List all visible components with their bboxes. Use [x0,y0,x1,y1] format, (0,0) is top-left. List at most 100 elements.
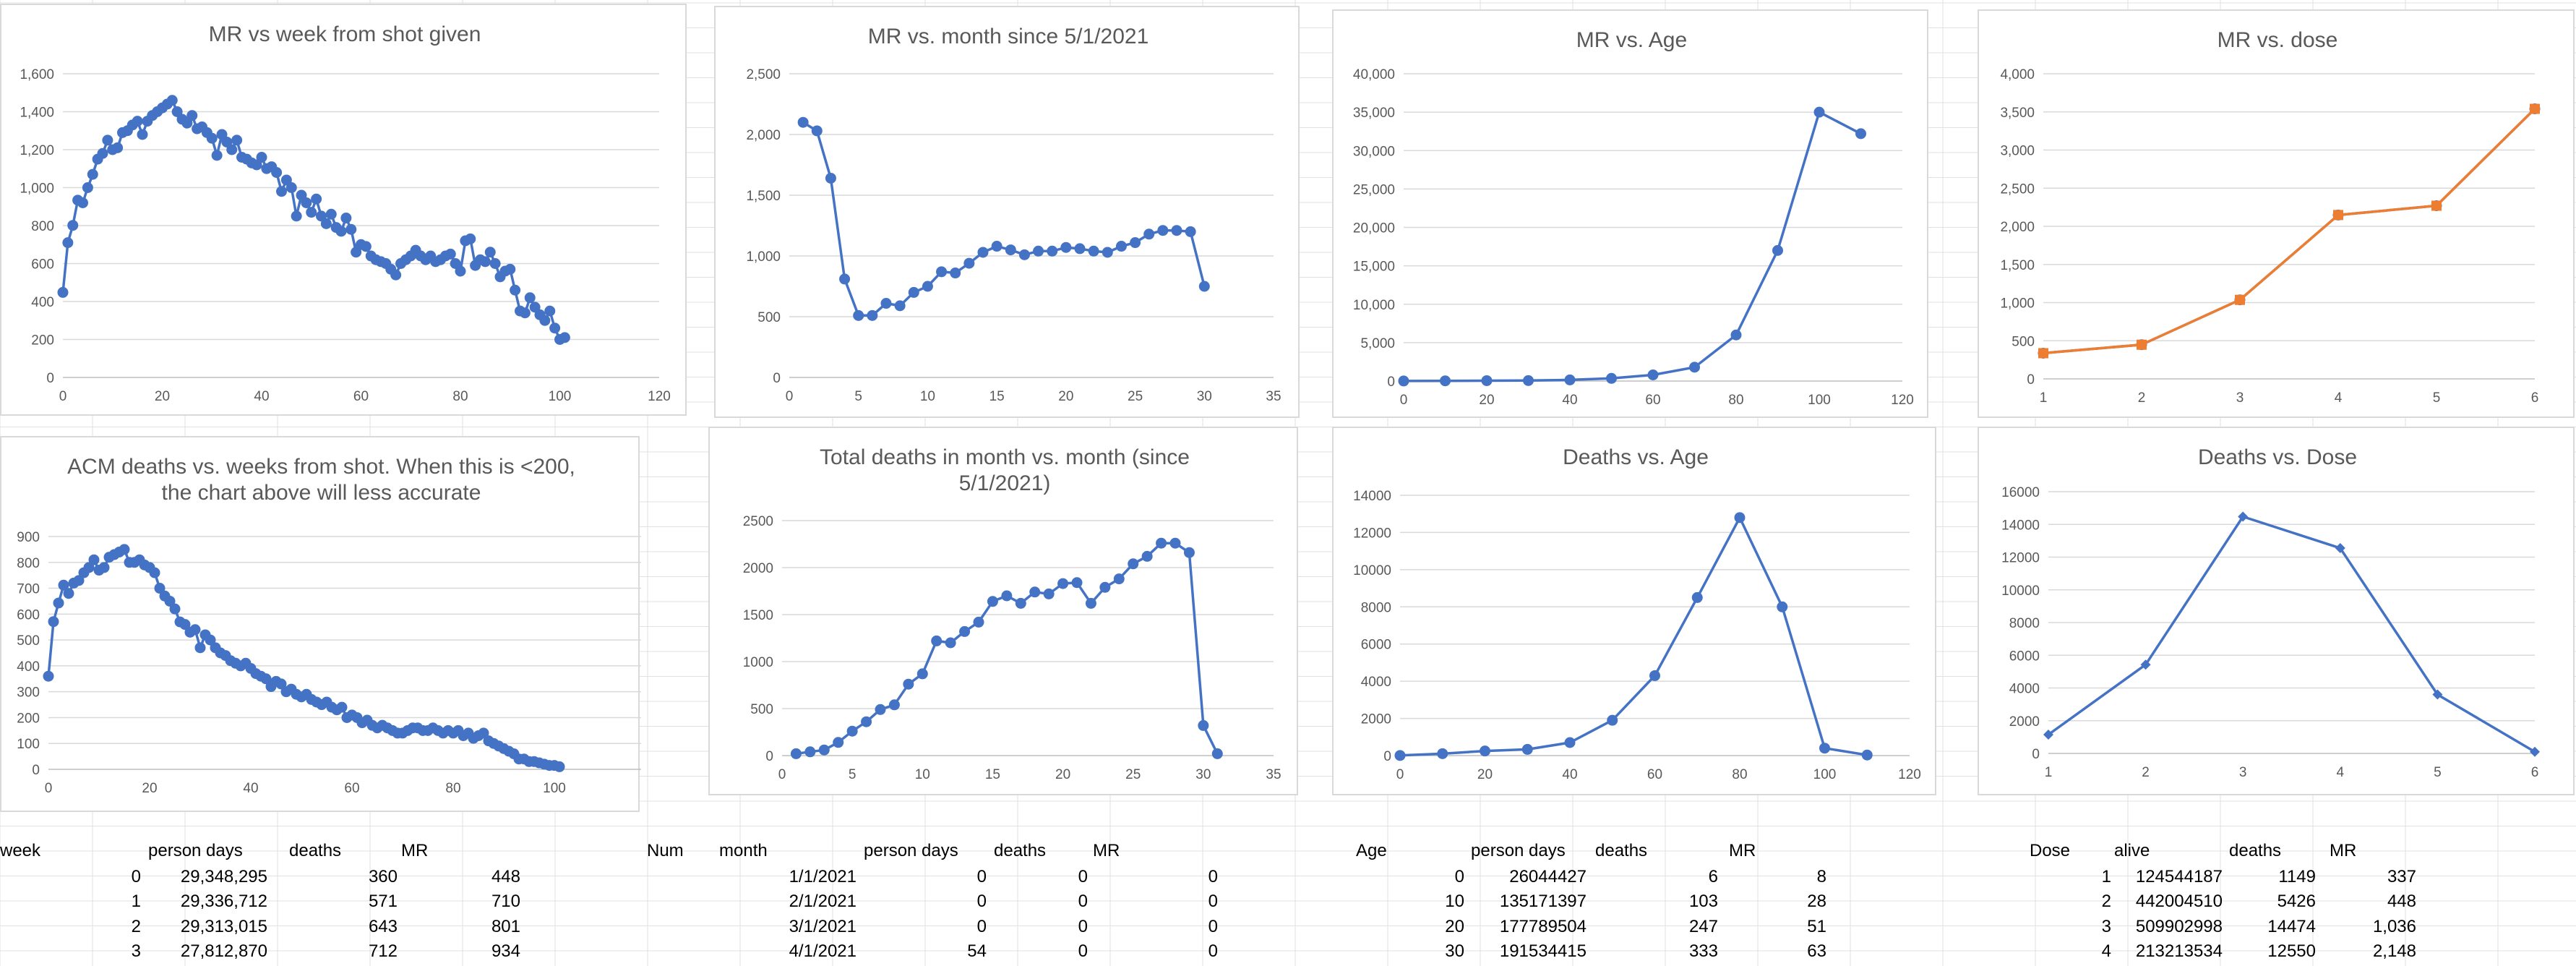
week-table-header-cell[interactable]: MR [401,841,429,860]
age-table-header-cell[interactable]: MR [1729,841,1756,860]
data-point [206,132,218,144]
dose-table-header-cell[interactable]: MR [2330,841,2357,860]
chart-deaths-dose[interactable]: Deaths vs. Dose 0 2000 4000 6000 8000 10000 120… [1978,427,2575,795]
month-table-cell[interactable]: 0 [1208,917,1218,936]
month-table-cell[interactable]: 0 [1078,867,1088,886]
chart-mr-week[interactable]: MR vs week from shot given 0 200 400 600 800 1… [0,4,687,416]
dose-table-cell[interactable]: 337 [2387,867,2416,886]
dose-table-cell[interactable]: 5426 [2277,892,2316,911]
dose-table-cell[interactable]: 2,148 [2372,941,2416,961]
dose-table-cell[interactable]: 124544187 [2135,867,2223,886]
y-tick-label: 4000 [1361,675,1391,690]
chart-acm-deaths-week[interactable]: ACM deaths vs. weeks from shot. When thi… [0,436,641,812]
week-table-cell[interactable]: 571 [368,892,398,911]
x-tick-label: 20 [1479,393,1494,408]
month-table-cell[interactable]: 0 [1078,892,1088,911]
age-table-cell[interactable]: 20 [1445,917,1464,936]
chart-deaths-age[interactable]: Deaths vs. Age 0 2000 4000 6000 8000 10000 1200… [1332,427,1936,795]
month-table-header-cell[interactable]: person days [864,841,958,860]
week-table-cell[interactable]: 934 [491,941,520,961]
age-table-header-cell[interactable]: deaths [1595,841,1648,860]
month-table-cell[interactable]: 2/1/2021 [789,892,856,911]
week-table-cell[interactable]: 29,313,015 [180,917,267,936]
dose-table-header-cell[interactable]: deaths [2229,841,2282,860]
month-table-cell[interactable]: 4/1/2021 [789,941,856,961]
week-table-cell[interactable]: 3 [131,941,141,961]
month-table-cell[interactable]: 0 [1208,892,1218,911]
dose-table-header-cell[interactable]: Dose [2030,841,2071,860]
month-table-cell[interactable]: 54 [967,941,987,961]
age-table-header-cell[interactable]: Age [1356,841,1387,860]
week-table-header-cell[interactable]: deaths [289,841,342,860]
week-table-cell[interactable]: 643 [368,917,398,936]
age-table-cell[interactable]: 135171397 [1499,892,1587,911]
y-tick-label: 0 [2032,747,2040,762]
data-point [524,292,536,304]
dose-table-cell[interactable]: 1149 [2278,867,2316,886]
week-table-cell[interactable]: 27,812,870 [180,941,267,961]
month-table-cell[interactable]: 0 [976,892,987,911]
chart-mr-month[interactable]: MR vs. month since 5/1/2021 0 500 1,000 1,50… [714,6,1300,418]
week-table-cell[interactable]: 0 [131,867,141,886]
dose-table-cell[interactable]: 213213534 [2135,941,2223,961]
age-table-cell[interactable]: 0 [1454,867,1464,886]
dose-table-cell[interactable]: 448 [2387,892,2416,911]
week-table-cell[interactable]: 801 [491,917,520,936]
week-table-cell[interactable]: 29,336,712 [180,892,267,911]
data-point [1691,591,1703,603]
week-table-header-cell[interactable]: week [0,841,41,860]
week-table-cell[interactable]: 360 [368,867,398,886]
month-table-header-cell[interactable]: MR [1093,841,1120,860]
month-table-header-cell[interactable]: month [719,841,768,860]
dose-table-header-cell[interactable]: alive [2114,841,2150,860]
dose-table-cell[interactable]: 2 [2101,892,2111,911]
month-table-header-cell[interactable]: deaths [994,841,1047,860]
age-table-cell[interactable]: 247 [1688,917,1718,936]
dose-table-cell[interactable]: 1 [2101,867,2111,886]
y-tick-label: 15,000 [1353,260,1395,275]
age-table-cell[interactable]: 26044427 [1509,867,1587,886]
age-table-cell[interactable]: 6 [1708,867,1718,886]
chart-mr-age[interactable]: MR vs. Age 0 5,000 10,000 15,000 20,000 25,000… [1332,9,1928,418]
dose-table-cell[interactable]: 4 [2101,941,2111,961]
age-table-cell[interactable]: 8 [1816,867,1826,886]
month-table-cell[interactable]: 1/1/2021 [789,867,856,886]
week-table-cell[interactable]: 710 [491,892,520,911]
week-table-cell[interactable]: 2 [131,917,141,936]
age-table-cell[interactable]: 177789504 [1499,917,1587,936]
age-table-cell[interactable]: 30 [1445,941,1464,961]
age-table-cell[interactable]: 103 [1688,892,1718,911]
age-table-cell[interactable]: 333 [1688,941,1718,961]
week-table-cell[interactable]: 712 [368,941,398,961]
week-table-cell[interactable]: 29,348,295 [180,867,267,886]
dose-table-cell[interactable]: 442004510 [2135,892,2223,911]
series-line [1399,516,1868,757]
dose-table-cell[interactable]: 509902998 [2135,917,2223,936]
dose-table-cell[interactable]: 3 [2101,917,2111,936]
data-point [825,172,836,184]
data-point [2235,294,2245,305]
chart-mr-dose[interactable]: MR vs. dose 0 500 1,000 1,500 2,000 2,500 3,000… [1978,9,2575,418]
age-table-header-cell[interactable]: person days [1471,841,1566,860]
month-table-cell[interactable]: 0 [976,867,987,886]
month-table-cell[interactable]: 0 [1078,941,1088,961]
dose-table-cell[interactable]: 12550 [2267,941,2316,961]
y-tick-label: 2500 [743,514,773,529]
week-table-cell[interactable]: 448 [491,867,520,886]
dose-table-cell[interactable]: 1,036 [2372,917,2416,936]
month-table-header-cell[interactable]: Num [647,841,684,860]
age-table-cell[interactable]: 63 [1807,941,1826,961]
age-table-cell[interactable]: 51 [1807,917,1826,936]
age-table-cell[interactable]: 28 [1807,892,1826,911]
week-table-header-cell[interactable]: person days [148,841,243,860]
month-table-cell[interactable]: 3/1/2021 [789,917,856,936]
chart-total-deaths-month[interactable]: Total deaths in month vs. month (since 5/… [708,427,1298,795]
month-table-cell[interactable]: 0 [1208,867,1218,886]
age-table-cell[interactable]: 191534415 [1499,941,1587,961]
month-table-cell[interactable]: 0 [1208,941,1218,961]
age-table-cell[interactable]: 10 [1445,892,1464,911]
month-table-cell[interactable]: 0 [1078,917,1088,936]
dose-table-cell[interactable]: 14474 [2267,917,2316,936]
month-table-cell[interactable]: 0 [976,917,987,936]
week-table-cell[interactable]: 1 [131,892,141,911]
